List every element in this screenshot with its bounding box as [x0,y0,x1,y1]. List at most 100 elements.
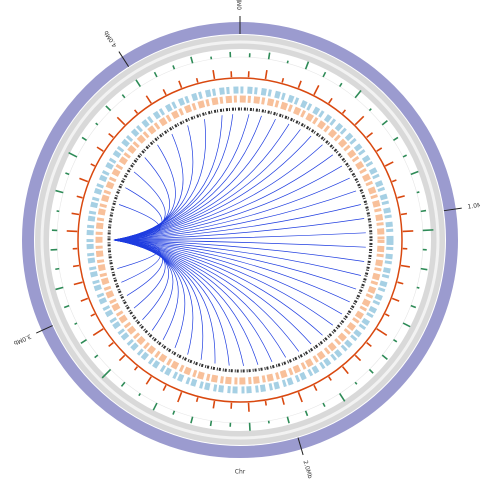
link [113,239,343,315]
link [113,123,290,241]
track-bar [71,212,80,216]
track-bar [152,402,158,411]
link [113,204,161,241]
track-bar [410,170,419,176]
track-bar [267,52,271,60]
track-bar [368,108,372,112]
link [113,204,361,241]
track-bar [145,376,152,385]
track-bar [264,400,267,406]
track-bar [400,264,411,268]
track-bar [90,313,96,317]
track-bar [304,410,309,417]
track-bar [190,416,194,424]
track-bar [281,397,285,405]
track-bar [108,133,114,139]
track-bar [354,90,362,99]
track-bar [286,60,289,64]
track-bar [133,366,139,371]
track-bar [416,286,420,289]
track-bar [120,381,126,387]
track-bar [66,230,78,233]
track-bar [402,230,414,233]
track-bar [393,338,398,343]
track-bar [135,79,142,87]
axis-label: Chr [235,469,246,476]
track-bar [133,109,139,114]
track-bar [328,97,333,104]
track-bar [138,393,142,397]
track-bar [190,56,194,64]
track-bar [73,281,83,286]
track-bar [177,391,183,403]
track-bar [286,416,290,424]
track-bar [328,376,332,381]
gene-ring-blue [86,86,394,394]
track-bar [281,78,285,83]
track-bar [381,354,388,360]
track-bar [153,71,158,78]
link [113,239,357,290]
link [113,171,166,241]
track-bar [313,85,320,96]
track-bar [79,177,89,183]
track-bar [393,136,399,142]
track-bar [381,120,388,126]
link [113,232,366,241]
track-bar [366,132,374,139]
track-bar [72,264,80,268]
link [113,239,365,262]
link [113,190,357,241]
track-bar [354,381,358,385]
track-bar [397,281,404,285]
track-bar [322,71,327,78]
track-bar [354,115,365,126]
track-bar [366,341,372,347]
track-bar [145,95,152,104]
track-bar [92,328,104,336]
track-bar [63,304,70,309]
track-bar [172,65,176,70]
track-bar [101,368,112,379]
track-bar [410,304,417,309]
link [113,218,365,241]
track-bar [65,172,70,176]
track-bar [313,384,318,391]
track-bar [416,191,420,194]
track-bar [80,297,89,302]
track-bar [172,410,176,415]
track-bar [162,384,167,391]
gene-ring-black [107,107,373,373]
track-bar [297,391,303,403]
tick-label: 1.0Mb [467,201,480,211]
track-bar [322,402,326,407]
track-bar [391,179,397,183]
track-bar [76,195,83,199]
track-bar [422,229,434,232]
track-bar [195,397,199,402]
link [113,154,334,241]
track-bar [209,420,213,427]
track-bar [118,354,126,362]
gene-ring-orange [95,95,385,385]
track-bar [80,338,87,344]
track-bar [384,313,390,317]
link [113,239,179,340]
track-bar [354,354,362,362]
link [113,177,350,241]
gray-track-line [40,40,440,440]
track-bar [178,80,183,89]
track-bar [376,147,383,152]
link [113,114,234,241]
track-bar [420,209,427,213]
track-bar [116,116,126,126]
track-bar [402,322,411,328]
track-bar [90,163,96,167]
track-bar [397,195,405,199]
tick-mark [443,207,462,212]
tick-label: 2.0Mb [301,460,313,480]
track-bar [55,189,64,194]
track-bar [121,94,126,99]
track-bar [74,322,78,326]
